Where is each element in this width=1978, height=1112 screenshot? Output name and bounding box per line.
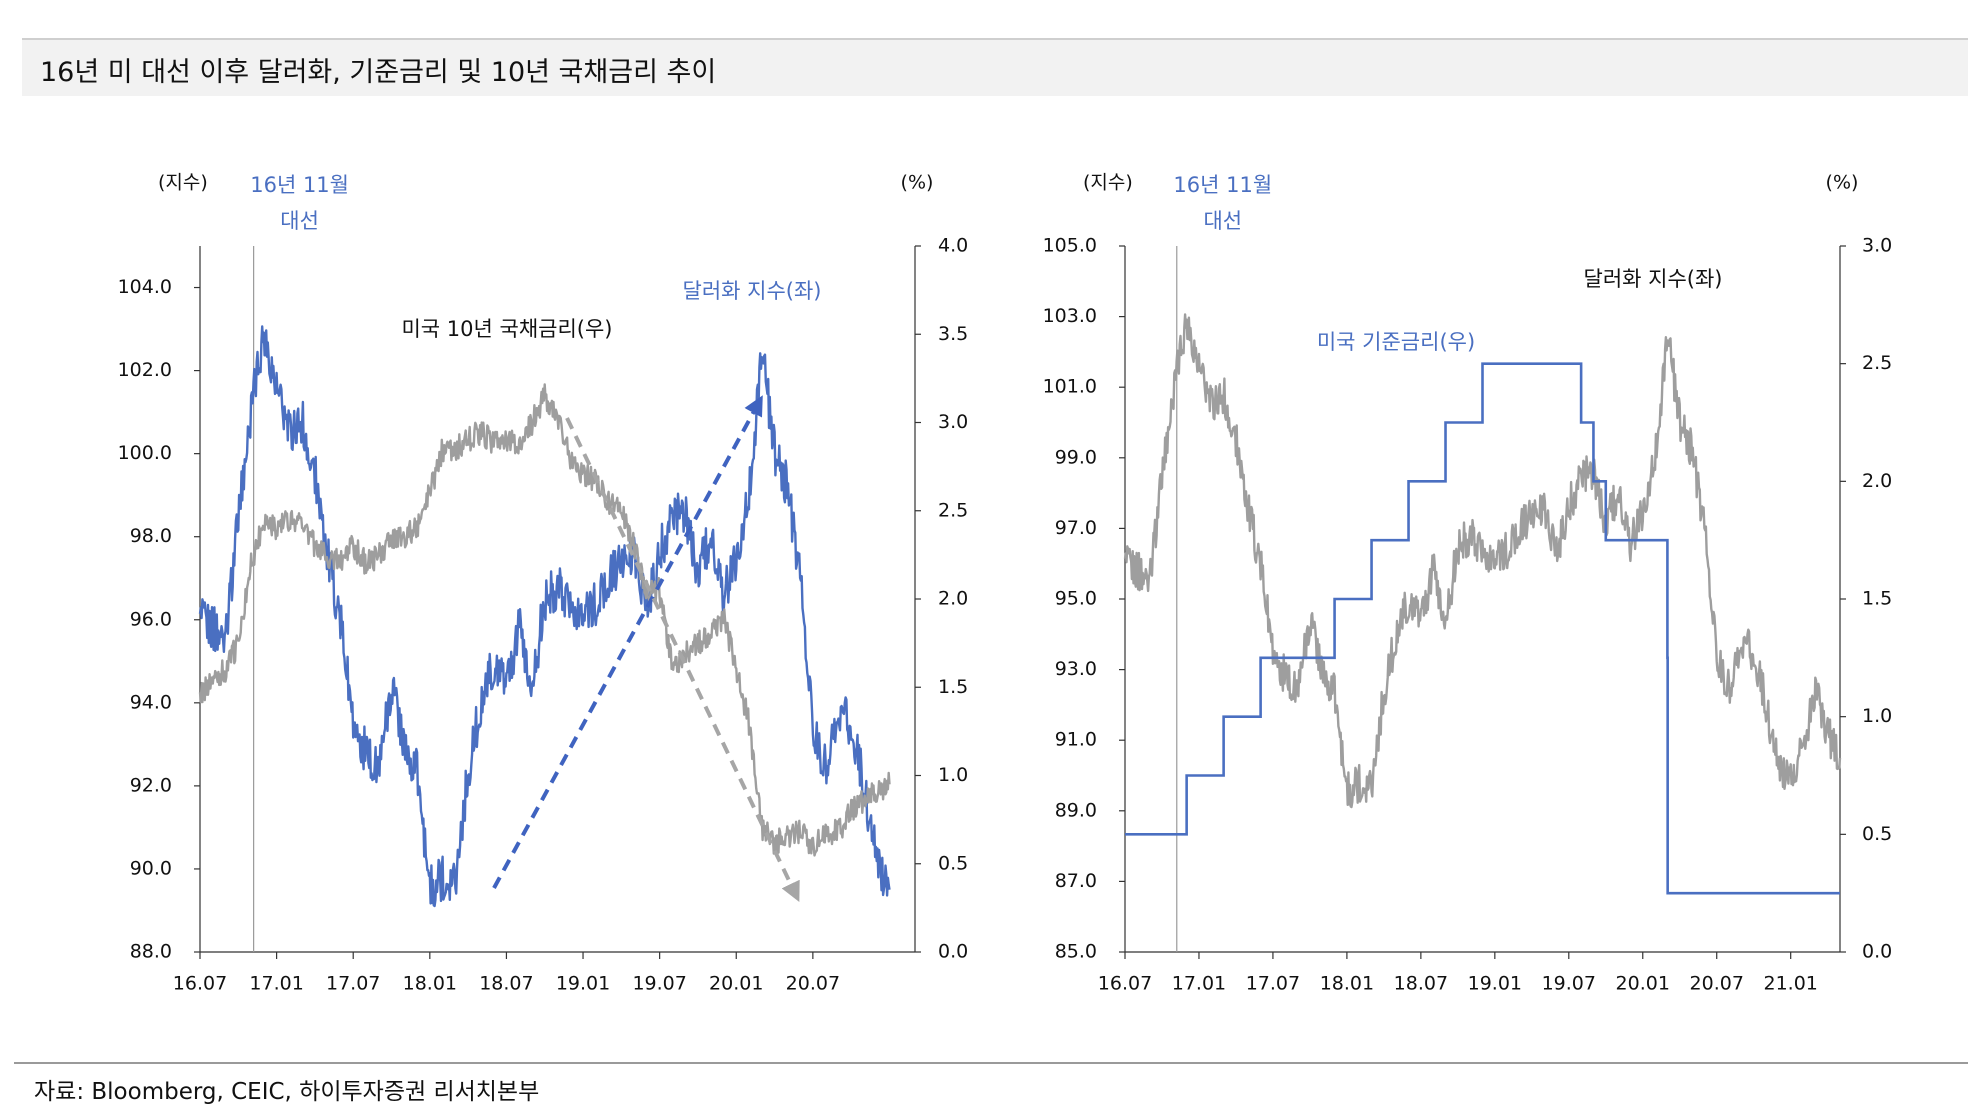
left-tick-label: 103.0 xyxy=(1043,305,1097,327)
x-tick-label: 18.07 xyxy=(1394,973,1448,995)
left-tick-label: 104.0 xyxy=(118,276,172,298)
left-tick-label: 102.0 xyxy=(118,359,172,381)
left-unit-label: (지수) xyxy=(1083,172,1133,194)
x-tick-label: 18.01 xyxy=(1320,973,1374,995)
fed-rate-series-label: 미국 기준금리(우) xyxy=(1317,330,1475,354)
right-tick-label: 1.5 xyxy=(938,676,968,698)
left-tick-label: 94.0 xyxy=(130,691,172,713)
dollar-index-line xyxy=(1123,313,1842,809)
dollar-series-label: 달러화 지수(좌) xyxy=(683,279,822,303)
x-tick-label: 19.07 xyxy=(632,973,686,995)
right-tick-label: 1.0 xyxy=(1862,705,1892,727)
x-tick-label: 20.01 xyxy=(709,973,763,995)
left-unit-label: (지수) xyxy=(158,172,208,194)
left-tick-label: 96.0 xyxy=(130,608,172,630)
right-tick-label: 2.5 xyxy=(1862,352,1892,374)
right-tick-label: 2.5 xyxy=(938,499,968,521)
left-tick-label: 85.0 xyxy=(1055,941,1097,963)
fed-rate-line xyxy=(1125,362,1840,895)
right-tick-label: 2.0 xyxy=(938,588,968,610)
right-tick-label: 3.0 xyxy=(1862,235,1892,257)
right-tick-label: 0.0 xyxy=(1862,941,1892,963)
left-tick-label: 92.0 xyxy=(130,774,172,796)
right-tick-label: 4.0 xyxy=(938,235,968,257)
left-tick-label: 95.0 xyxy=(1055,588,1097,610)
left-tick-label: 101.0 xyxy=(1043,376,1097,398)
page-title: 16년 미 대선 이후 달러화, 기준금리 및 10년 국채금리 추이 xyxy=(40,57,717,88)
right-tick-label: 1.5 xyxy=(1862,588,1892,610)
dollar-index-line xyxy=(198,325,891,908)
left-tick-label: 93.0 xyxy=(1055,658,1097,680)
x-tick-label: 17.01 xyxy=(249,973,303,995)
left-tick-label: 88.0 xyxy=(130,941,172,963)
left-tick-label: 100.0 xyxy=(118,442,172,464)
source-note: 자료: Bloomberg, CEIC, 하이투자증권 리서치본부 xyxy=(34,1079,540,1105)
x-tick-label: 17.07 xyxy=(326,973,380,995)
left-tick-label: 105.0 xyxy=(1043,235,1097,257)
x-tick-label: 19.01 xyxy=(556,973,610,995)
x-tick-label: 17.01 xyxy=(1172,973,1226,995)
right-unit-label: (%) xyxy=(1826,172,1859,194)
right-tick-label: 0.5 xyxy=(938,852,968,874)
x-tick-label: 18.07 xyxy=(479,973,533,995)
treasury-series-label: 미국 10년 국채금리(우) xyxy=(401,317,612,341)
left-tick-label: 98.0 xyxy=(130,525,172,547)
election-label: 16년 11월 xyxy=(250,173,349,197)
uptrend-arrow xyxy=(492,395,763,889)
footer-divider xyxy=(14,1062,1968,1064)
right-tick-label: 3.5 xyxy=(938,323,968,345)
left-tick-label: 89.0 xyxy=(1055,799,1097,821)
x-tick-label: 18.01 xyxy=(403,973,457,995)
right-unit-label: (%) xyxy=(901,172,934,194)
title-bar: 16년 미 대선 이후 달러화, 기준금리 및 10년 국채금리 추이 xyxy=(22,38,1968,96)
dollar-series-label-2: 달러화 지수(좌) xyxy=(1584,267,1723,291)
x-tick-label: 20.01 xyxy=(1616,973,1670,995)
election-label-sub: 대선 xyxy=(1203,209,1242,233)
x-tick-label: 21.01 xyxy=(1763,973,1817,995)
x-tick-label: 20.07 xyxy=(786,973,840,995)
chart-canvas: 88.0 90.0 92.0 94.0 96.0 98.0 100.0 102.0 104.0 0… xyxy=(118,172,1893,995)
left-tick-label: 99.0 xyxy=(1055,446,1097,468)
x-tick-label: 16.07 xyxy=(1098,973,1152,995)
treasury-10y-line xyxy=(198,383,891,857)
left-tick-label: 97.0 xyxy=(1055,517,1097,539)
right-tick-label: 0.5 xyxy=(1862,823,1892,845)
x-tick-label: 16.07 xyxy=(173,973,227,995)
right-tick-label: 2.0 xyxy=(1862,470,1892,492)
x-tick-label: 17.07 xyxy=(1246,973,1300,995)
election-label-sub: 대선 xyxy=(280,209,319,233)
left-tick-label: 87.0 xyxy=(1055,870,1097,892)
downtrend-arrow xyxy=(565,417,800,903)
right-tick-label: 3.0 xyxy=(938,411,968,433)
right-tick-label: 0.0 xyxy=(938,941,968,963)
x-tick-label: 19.01 xyxy=(1468,973,1522,995)
x-tick-label: 19.07 xyxy=(1542,973,1596,995)
election-label: 16년 11월 xyxy=(1173,173,1272,197)
right-tick-label: 1.0 xyxy=(938,764,968,786)
left-tick-label: 91.0 xyxy=(1055,729,1097,751)
x-tick-label: 20.07 xyxy=(1690,973,1744,995)
left-tick-label: 90.0 xyxy=(130,857,172,879)
